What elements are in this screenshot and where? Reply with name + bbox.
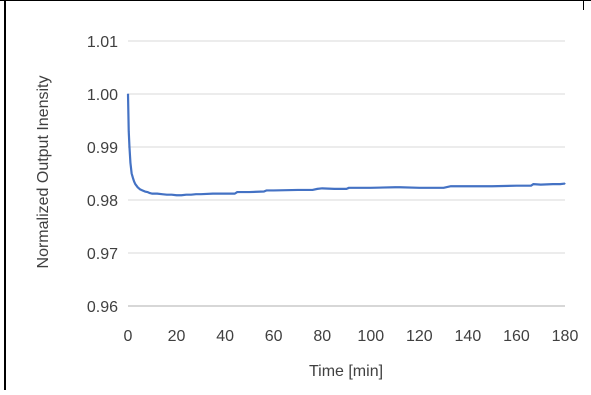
data-point bbox=[166, 194, 168, 196]
data-point bbox=[128, 130, 130, 132]
y-axis-ticks: 0.96 0.97 0.98 0.99 1.00 1.01 bbox=[87, 34, 118, 316]
data-point bbox=[149, 192, 151, 194]
x-tick-label: 60 bbox=[265, 328, 283, 345]
x-tick-label: 140 bbox=[455, 328, 482, 345]
data-point bbox=[515, 185, 518, 187]
data-point bbox=[348, 187, 350, 189]
data-point bbox=[200, 193, 202, 195]
data-point bbox=[552, 183, 554, 185]
data-point bbox=[559, 183, 561, 185]
data-point bbox=[131, 172, 133, 175]
x-tick-label: 80 bbox=[313, 328, 331, 345]
data-point bbox=[132, 177, 134, 179]
data-point bbox=[171, 194, 173, 196]
series-layer bbox=[126, 93, 566, 197]
data-point bbox=[129, 162, 132, 164]
x-axis-title: Time [min] bbox=[309, 363, 383, 380]
x-tick-label: 160 bbox=[503, 328, 530, 345]
data-point bbox=[450, 185, 452, 187]
data-point bbox=[195, 193, 197, 195]
y-tick-label: 0.99 bbox=[87, 140, 118, 157]
data-point bbox=[540, 184, 542, 186]
data-point bbox=[141, 189, 144, 192]
data-point bbox=[530, 185, 532, 187]
x-tick-label: 120 bbox=[406, 328, 433, 345]
y-axis-title: Normalized Output Inensity bbox=[35, 76, 52, 269]
data-point bbox=[297, 189, 299, 191]
data-point bbox=[467, 185, 469, 187]
y-tick-label: 0.97 bbox=[87, 246, 118, 263]
data-point bbox=[137, 186, 139, 188]
data-point bbox=[161, 193, 163, 195]
data-point bbox=[263, 190, 265, 193]
data-point bbox=[224, 193, 226, 195]
data-point bbox=[333, 188, 335, 190]
data-point bbox=[532, 183, 535, 185]
data-point bbox=[236, 191, 238, 193]
data-point bbox=[180, 194, 183, 196]
data-point bbox=[273, 189, 275, 192]
data-point bbox=[151, 193, 153, 195]
data-point bbox=[564, 182, 566, 185]
x-tick-label: 40 bbox=[216, 328, 234, 345]
data-point bbox=[146, 191, 149, 193]
data-point bbox=[134, 183, 136, 185]
data-point bbox=[175, 194, 178, 196]
x-axis-ticks: 0 20 40 60 80 100 120 140 160 180 bbox=[124, 328, 579, 345]
data-point bbox=[316, 188, 318, 190]
data-point bbox=[443, 187, 445, 189]
data-point bbox=[321, 187, 323, 189]
x-tick-label: 180 bbox=[552, 328, 579, 345]
data-point bbox=[248, 191, 250, 193]
data-point bbox=[128, 146, 131, 148]
y-tick-label: 0.98 bbox=[87, 193, 118, 210]
data-point bbox=[370, 187, 372, 189]
data-point bbox=[144, 190, 146, 193]
y-tick-label: 0.96 bbox=[87, 299, 118, 316]
y-tick-label: 1.00 bbox=[87, 87, 118, 104]
data-point bbox=[139, 188, 141, 190]
x-tick-label: 20 bbox=[168, 328, 186, 345]
data-point bbox=[185, 194, 187, 196]
data-point bbox=[127, 93, 129, 95]
data-point bbox=[133, 180, 135, 183]
series-line-0 bbox=[126, 93, 566, 197]
data-point bbox=[345, 188, 348, 190]
data-point bbox=[265, 189, 267, 192]
data-point bbox=[418, 187, 420, 189]
data-point bbox=[399, 186, 401, 188]
data-point bbox=[156, 193, 158, 195]
x-tick-label: 100 bbox=[357, 328, 384, 345]
data-point bbox=[491, 185, 493, 187]
data-point bbox=[394, 186, 396, 188]
gridlines bbox=[128, 40, 565, 254]
data-point bbox=[212, 193, 214, 195]
data-point bbox=[190, 194, 192, 196]
data-point bbox=[234, 193, 236, 195]
y-tick-label: 1.01 bbox=[87, 34, 118, 51]
data-point bbox=[311, 189, 314, 191]
x-tick-label: 0 bbox=[124, 328, 133, 345]
